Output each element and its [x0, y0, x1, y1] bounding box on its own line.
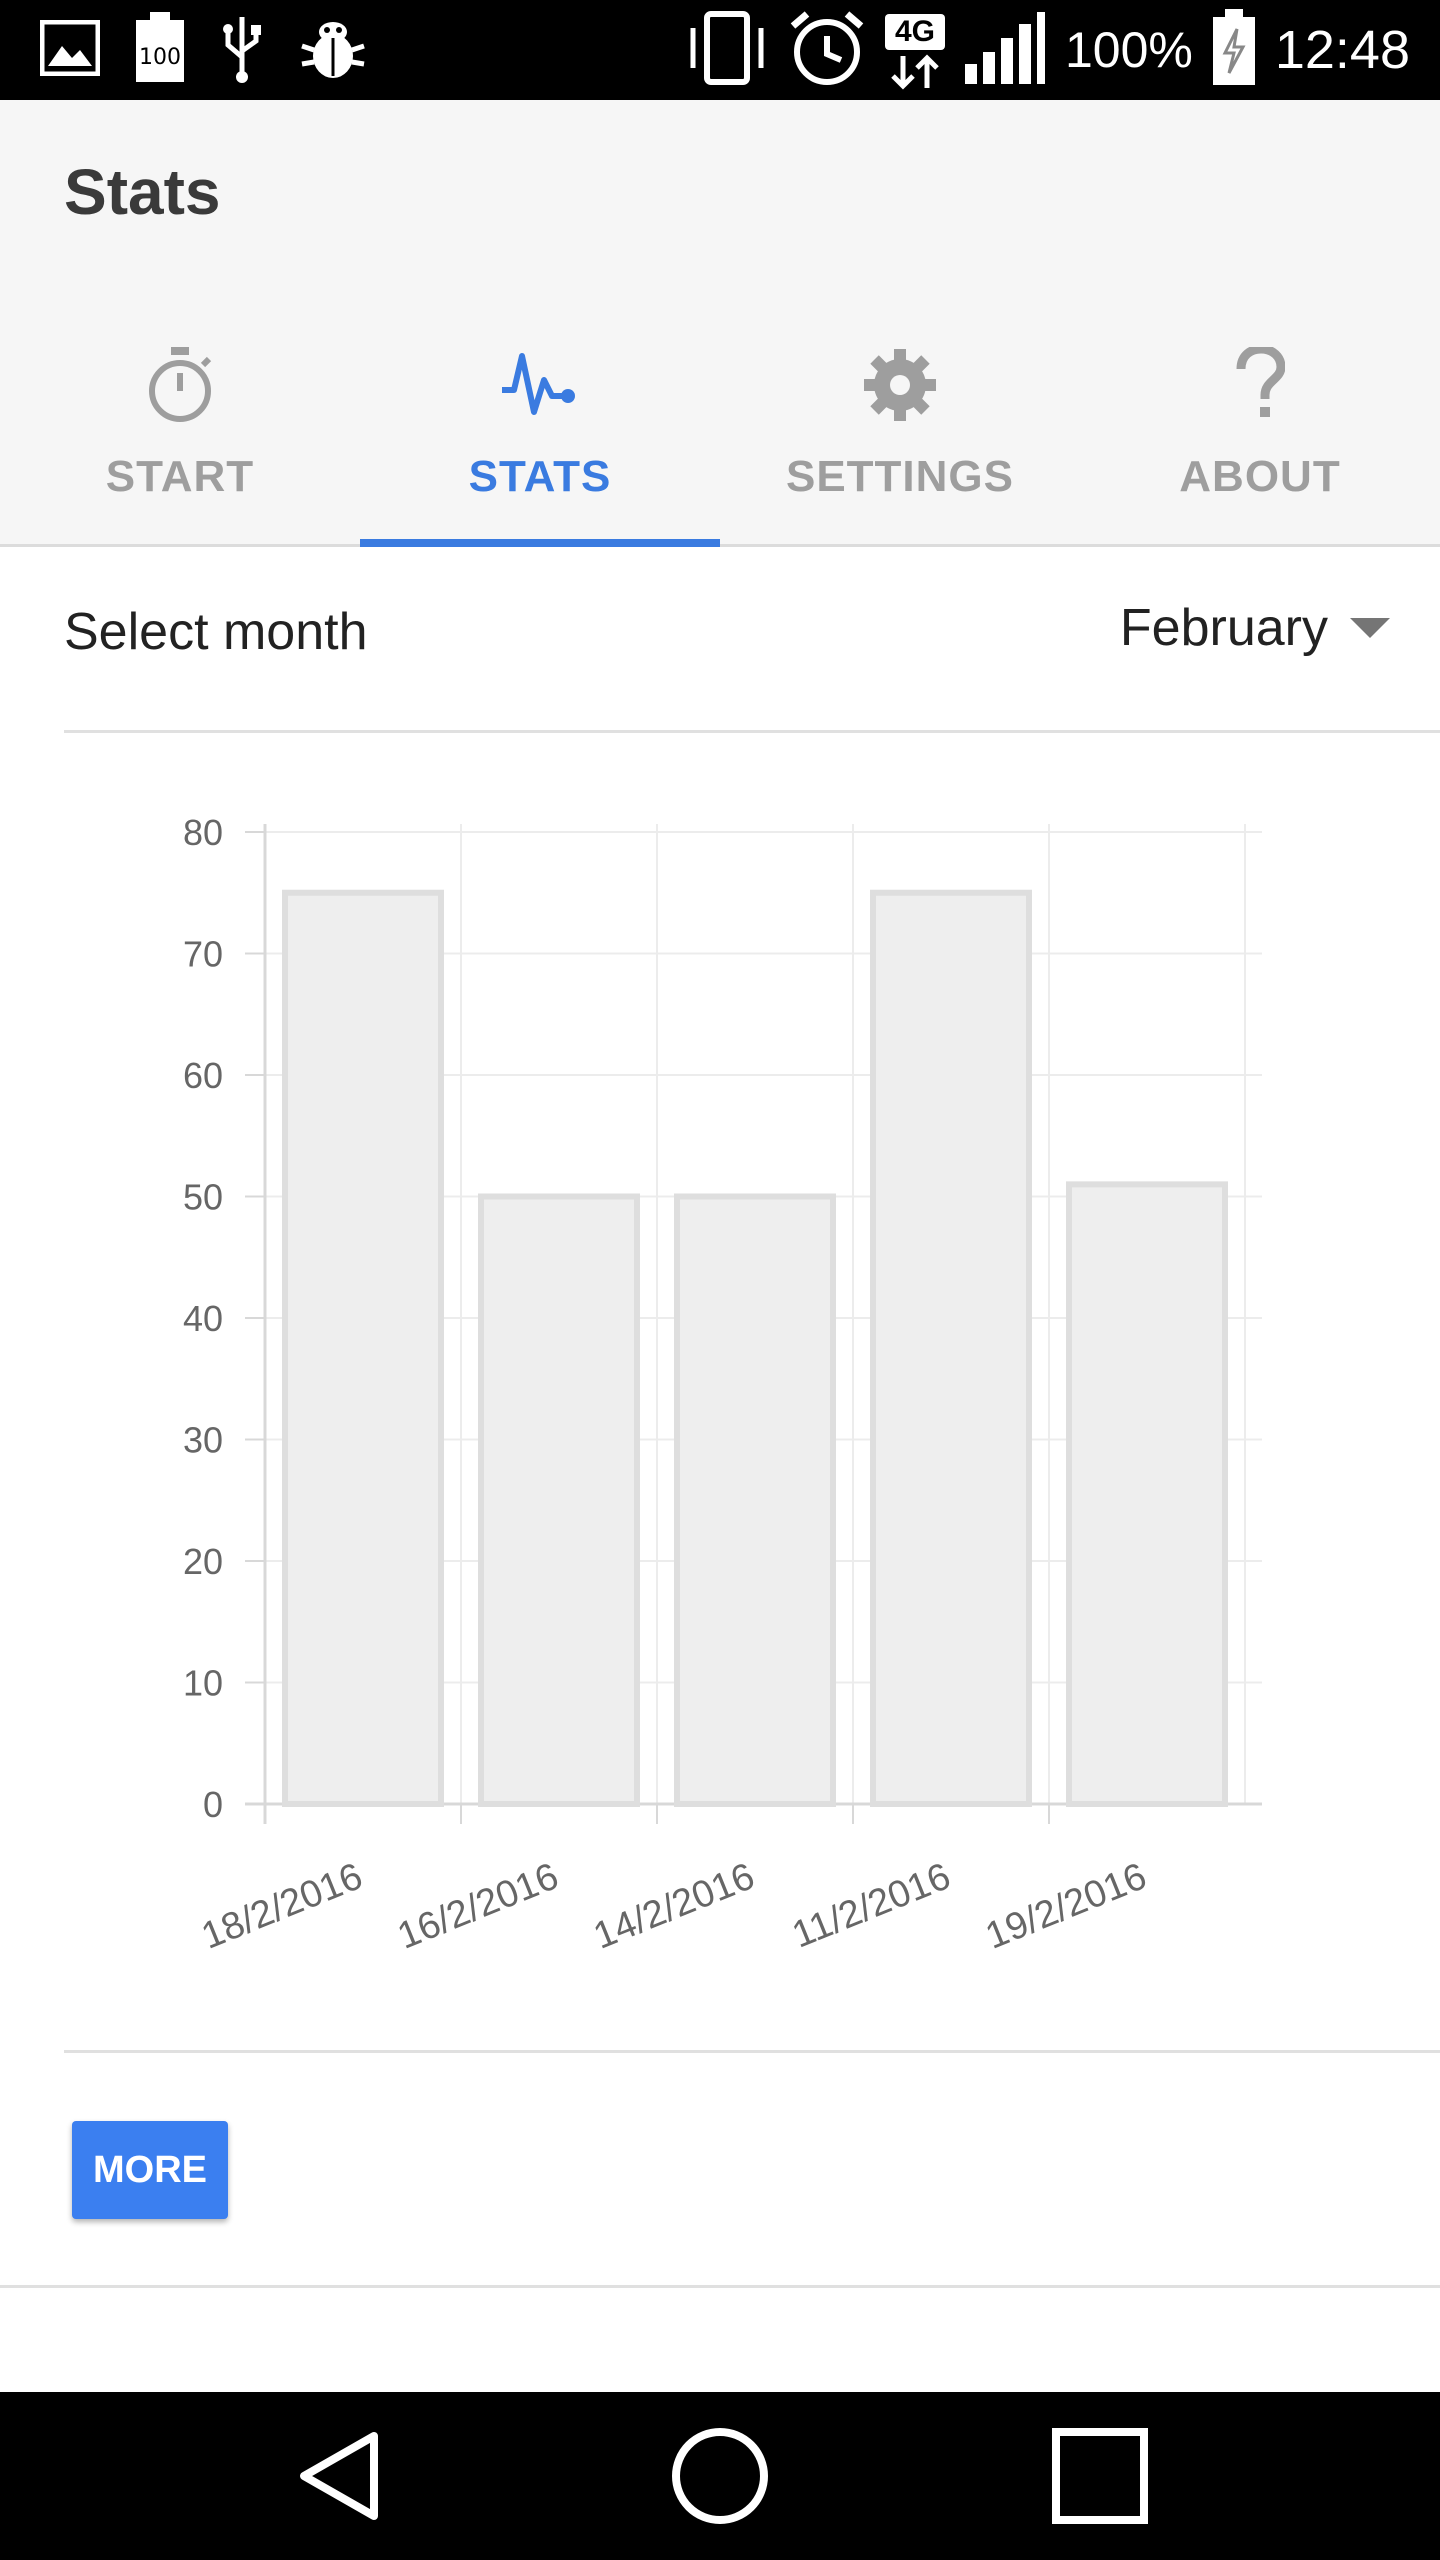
bar-chart: 0 10 20 30 40 50 60 70 80 18/2/2016 16/2/2016 14/2/…	[183, 812, 1262, 1958]
pulse-icon	[500, 340, 580, 430]
y-tick-label: 80	[183, 812, 223, 853]
status-bar: 100 4G 100% 12:48	[0, 0, 1440, 100]
navigation-bar	[0, 2392, 1440, 2560]
vibrate-icon	[685, 10, 769, 91]
tab-about[interactable]: ABOUT	[1080, 322, 1440, 544]
page-title: Stats	[64, 156, 221, 228]
chart-bar	[282, 889, 444, 1807]
x-tick-label: 19/2/2016	[980, 1855, 1152, 1957]
back-icon	[300, 2432, 378, 2520]
network-type-label: 4G	[884, 14, 945, 50]
tab-start-label: START	[105, 452, 255, 501]
month-selector-row: Select month February	[64, 580, 1440, 733]
home-icon	[672, 2428, 768, 2524]
usb-icon	[220, 13, 264, 88]
tab-about-label: ABOUT	[1179, 452, 1341, 501]
app-bar: Stats START STATS	[0, 100, 1440, 547]
y-tick-label: 20	[183, 1541, 223, 1582]
y-tick-label: 40	[183, 1298, 223, 1339]
gear-icon	[862, 340, 938, 430]
status-time: 12:48	[1274, 20, 1410, 80]
y-tick-label: 70	[183, 934, 223, 975]
recents-icon	[1052, 2428, 1148, 2524]
active-tab-indicator	[360, 539, 720, 547]
y-tick-label: 60	[183, 1055, 223, 1096]
select-month-label: Select month	[64, 603, 368, 661]
tab-stats[interactable]: STATS	[360, 322, 720, 547]
month-dropdown-value: February	[1119, 599, 1328, 657]
x-tick-label: 11/2/2016	[787, 1855, 957, 1956]
tab-settings-label: SETTINGS	[785, 452, 1015, 501]
x-tick-label: 18/2/2016	[196, 1855, 368, 1957]
stats-chart: 0 10 20 30 40 50 60 70 80 18/2/2016 16/2/2016 14/2/…	[0, 760, 1440, 2020]
month-dropdown[interactable]: February	[1120, 598, 1390, 658]
x-tick-label: 14/2/2016	[588, 1855, 760, 1957]
divider	[64, 2050, 1440, 2053]
battery-charging-icon	[1211, 8, 1257, 92]
tab-settings[interactable]: SETTINGS	[720, 322, 1080, 544]
chart-bar	[478, 1193, 640, 1807]
dropdown-caret-icon	[1350, 618, 1390, 638]
home-button[interactable]	[620, 2392, 820, 2560]
battery-percent: 100%	[1064, 22, 1193, 78]
tab-bar: START STATS	[0, 322, 1440, 547]
y-tick-label: 10	[183, 1663, 223, 1704]
chart-bar	[870, 889, 1032, 1807]
x-tick-label: 16/2/2016	[392, 1855, 564, 1957]
y-tick-label: 0	[203, 1784, 223, 1825]
chart-bar	[674, 1193, 836, 1807]
recents-button[interactable]	[1000, 2392, 1200, 2560]
back-button[interactable]	[240, 2392, 440, 2560]
bug-icon	[298, 16, 368, 85]
divider	[0, 2285, 1440, 2288]
signal-icon	[963, 10, 1047, 91]
svg-text:100: 100	[139, 45, 181, 70]
tab-start[interactable]: START	[0, 322, 360, 544]
alarm-icon	[787, 8, 867, 93]
tab-stats-label: STATS	[468, 452, 612, 501]
network-4g-icon: 4G	[884, 10, 945, 90]
question-icon	[1235, 340, 1285, 430]
battery-100-icon: 100	[134, 11, 186, 89]
more-button[interactable]: MORE	[72, 2121, 228, 2219]
stopwatch-icon	[145, 340, 215, 430]
y-tick-label: 50	[183, 1177, 223, 1218]
chart-bar	[1066, 1181, 1228, 1808]
y-tick-label: 30	[183, 1420, 223, 1461]
image-icon	[39, 19, 101, 81]
